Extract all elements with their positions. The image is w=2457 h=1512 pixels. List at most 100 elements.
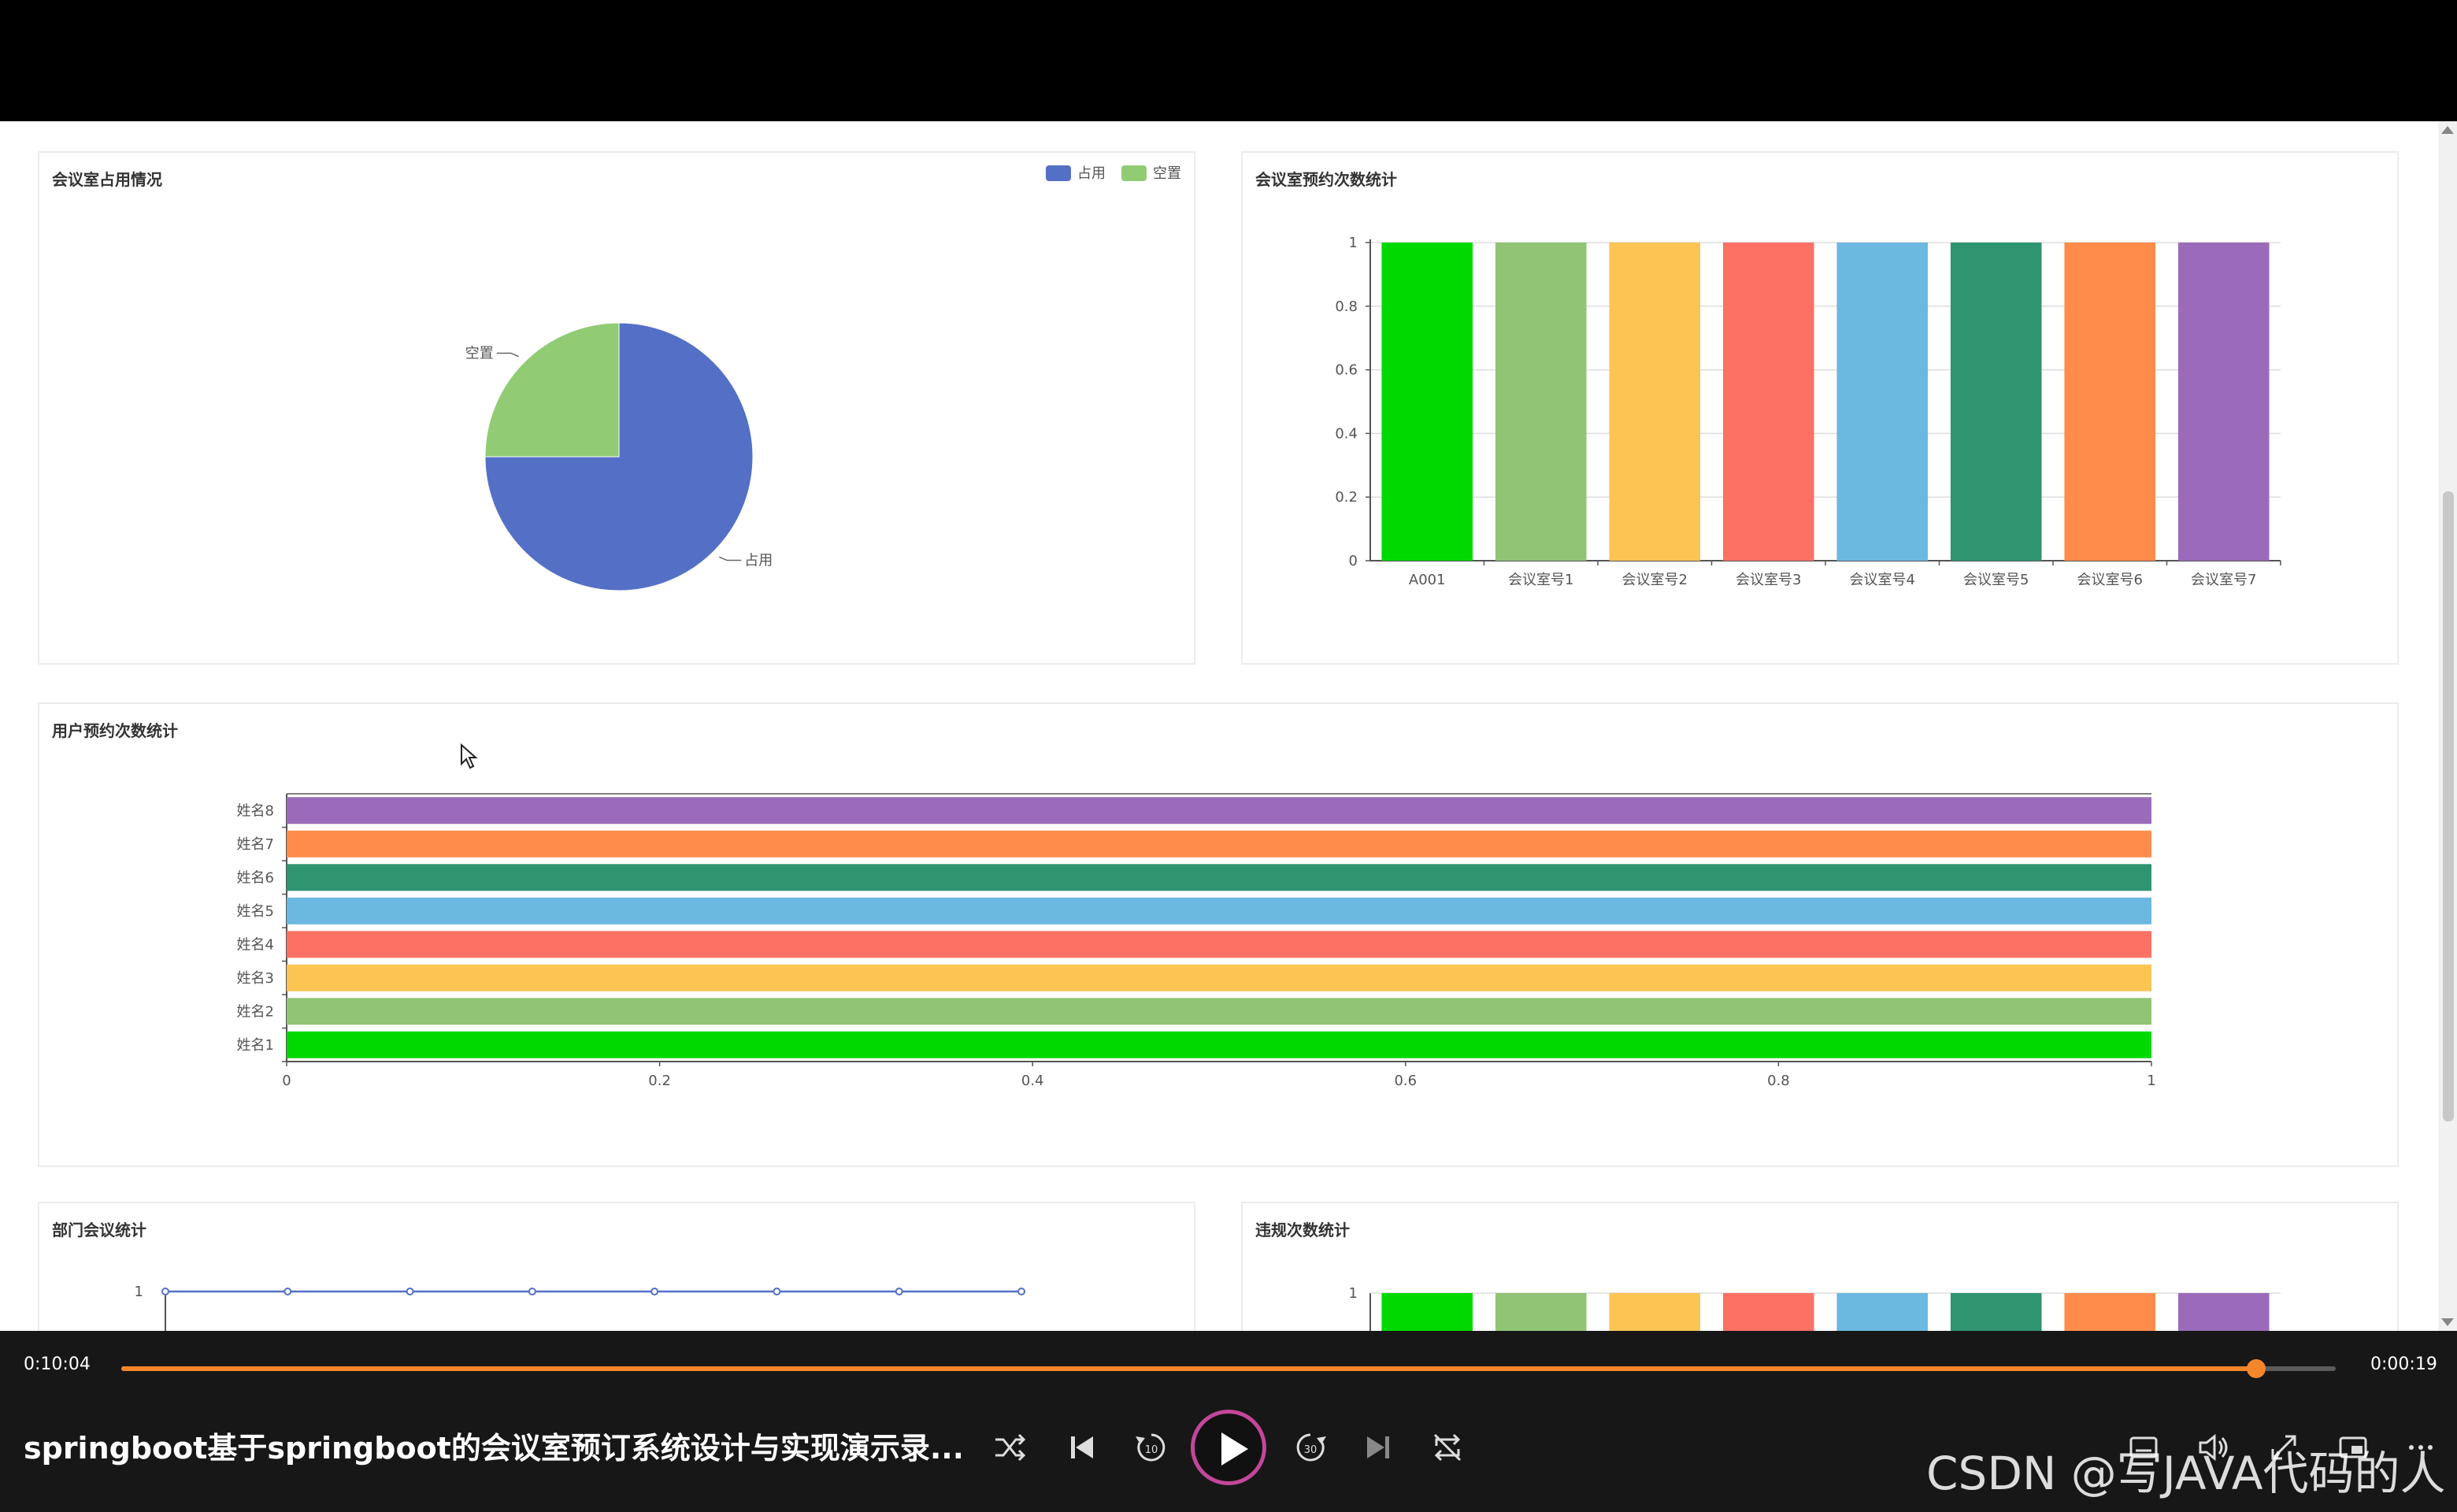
user-bookings-card: 用户预约次数统计 0 0.2 0.4 0.6 0.8 1 姓名1 姓名2 姓名3 姓名4 姓名5 姓名… [38, 702, 2399, 1167]
occupancy-title: 会议室占用情况 [52, 170, 162, 189]
bar [2064, 1293, 2156, 1331]
violations-title: 违规次数统计 [1255, 1221, 1350, 1240]
subtitles-icon[interactable] [2125, 1429, 2162, 1466]
next-icon[interactable] [1359, 1429, 1397, 1466]
scroll-thumb[interactable] [2443, 491, 2454, 1121]
bar [2177, 243, 2270, 561]
bar [1609, 1293, 1701, 1331]
y-tick-label: 姓名7 [237, 836, 274, 853]
line-point [406, 1288, 414, 1295]
play-button[interactable] [1191, 1410, 1266, 1485]
mouse-cursor-icon [461, 743, 478, 769]
pip-icon[interactable] [2334, 1429, 2372, 1466]
violations-bar-chart: 1 [1349, 1285, 2281, 1331]
x-tick-label: 会议室号3 [1736, 572, 1801, 588]
bar [1381, 1293, 1473, 1331]
scroll-down-icon[interactable] [2441, 1318, 2454, 1326]
more-icon[interactable] [2402, 1429, 2440, 1466]
line-point [1017, 1288, 1026, 1295]
bar [1950, 1293, 2042, 1331]
svg-text:10: 10 [1145, 1444, 1158, 1456]
rewind-10-icon[interactable]: 10 [1132, 1429, 1170, 1466]
bar [1950, 243, 2042, 561]
x-tick-label: 会议室号2 [1622, 572, 1688, 588]
y-tick-label: 姓名4 [237, 936, 274, 953]
x-tick-label: 0.8 [1767, 1073, 1790, 1089]
current-time: 0:10:04 [24, 1354, 91, 1374]
x-tick-label: 会议室号7 [2191, 572, 2256, 588]
bar [1381, 243, 1473, 561]
shuffle-icon[interactable] [991, 1429, 1028, 1466]
y-tick-label: 姓名1 [237, 1037, 274, 1054]
video-title: springboot基于springboot的会议室预订系统设计与实现演示录..… [24, 1431, 961, 1466]
dept-meetings-title: 部门会议统计 [52, 1221, 146, 1240]
legend-label: 占用 [1077, 165, 1106, 182]
x-tick-label: 会议室号1 [1508, 572, 1573, 588]
y-tick-label: 姓名6 [237, 869, 274, 886]
bar [287, 830, 2151, 858]
y-tick-label: 0.2 [1335, 489, 1358, 506]
user-bookings-title: 用户预约次数统计 [52, 721, 178, 740]
line-point [650, 1288, 659, 1295]
bar [287, 797, 2151, 825]
bar [287, 998, 2151, 1025]
scroll-up-icon[interactable] [2441, 126, 2454, 134]
y-tick-label: 0.8 [1335, 298, 1358, 315]
bar [287, 931, 2151, 958]
progress-bar[interactable] [121, 1359, 2336, 1378]
bar [1609, 243, 1701, 561]
x-tick-label: 会议室号5 [1963, 572, 2029, 588]
x-tick-label: 0.6 [1394, 1073, 1417, 1089]
y-tick-label: 姓名3 [237, 970, 274, 987]
csdn-watermark: CSDN @写JAVA代码的人 [1926, 1447, 2446, 1500]
user-bookings-bar-chart: 0 0.2 0.4 0.6 0.8 1 姓名1 姓名2 姓名3 姓名4 姓名5 姓名6 姓名7 姓名8 [237, 793, 2156, 1089]
y-tick-label: 0 [1349, 553, 1358, 569]
y-tick-label: 姓名5 [237, 903, 274, 920]
dept-meetings-card: 部门会议统计 1 [38, 1202, 1195, 1331]
progress-fill [121, 1366, 2256, 1371]
pie-label-line [718, 556, 742, 561]
volume-icon[interactable] [2194, 1429, 2232, 1466]
x-tick-label: 0.2 [648, 1073, 671, 1089]
progress-knob[interactable] [2246, 1359, 2266, 1378]
room-bookings-card: 会议室预约次数统计 0 0.2 0.4 0.6 0.8 1 A001 会议室号1 会议室号2 会议… [1241, 151, 2399, 665]
page-scrollbar[interactable] [2438, 121, 2457, 1331]
bar [2177, 1293, 2270, 1331]
y-tick-label: 1 [1349, 1285, 1358, 1302]
svg-text:30: 30 [1304, 1444, 1317, 1456]
pie-label-line [496, 352, 520, 358]
y-tick-label: 姓名2 [237, 1003, 274, 1020]
bar [2064, 243, 2156, 561]
y-tick-label: 0.4 [1335, 425, 1358, 442]
bar [287, 897, 2151, 925]
bar [1836, 243, 1929, 561]
total-time: 0:00:19 [2370, 1354, 2437, 1374]
y-tick-label: 0.6 [1335, 362, 1358, 379]
line-point [161, 1288, 169, 1295]
video-player-bar: 0:10:04 0:00:19 springboot基于springboot的会… [0, 1331, 2457, 1512]
legend-label: 空置 [1153, 165, 1181, 182]
dept-meetings-line-chart: 1 [135, 1284, 1026, 1331]
pie-slice [484, 322, 620, 458]
previous-icon[interactable] [1063, 1429, 1101, 1466]
line-point [773, 1288, 781, 1295]
pie-label: 占用 [744, 553, 773, 569]
x-tick-label: A001 [1409, 572, 1446, 588]
y-tick-label: 1 [1349, 235, 1358, 251]
expand-icon[interactable] [2265, 1429, 2303, 1466]
y-tick-label: 姓名8 [237, 802, 274, 819]
violations-card: 违规次数统计 1 [1241, 1202, 2399, 1331]
line-point [528, 1288, 536, 1295]
forward-30-icon[interactable]: 30 [1292, 1429, 1329, 1466]
repeat-off-icon[interactable] [1429, 1429, 1466, 1466]
bar [287, 964, 2151, 991]
pie-slice [484, 322, 754, 591]
bar [287, 864, 2151, 891]
bar [1495, 243, 1587, 561]
bar [1495, 1293, 1587, 1331]
dashboard-page: 会议室占用情况 占用 空置 占用 空置 会议室预约次数统计 0 0.2 0.4 0.6 0.8… [0, 121, 2457, 1331]
pie-label: 空置 [465, 345, 494, 361]
occupancy-card: 会议室占用情况 占用 空置 占用 空置 [38, 151, 1195, 665]
line-point [284, 1288, 292, 1295]
